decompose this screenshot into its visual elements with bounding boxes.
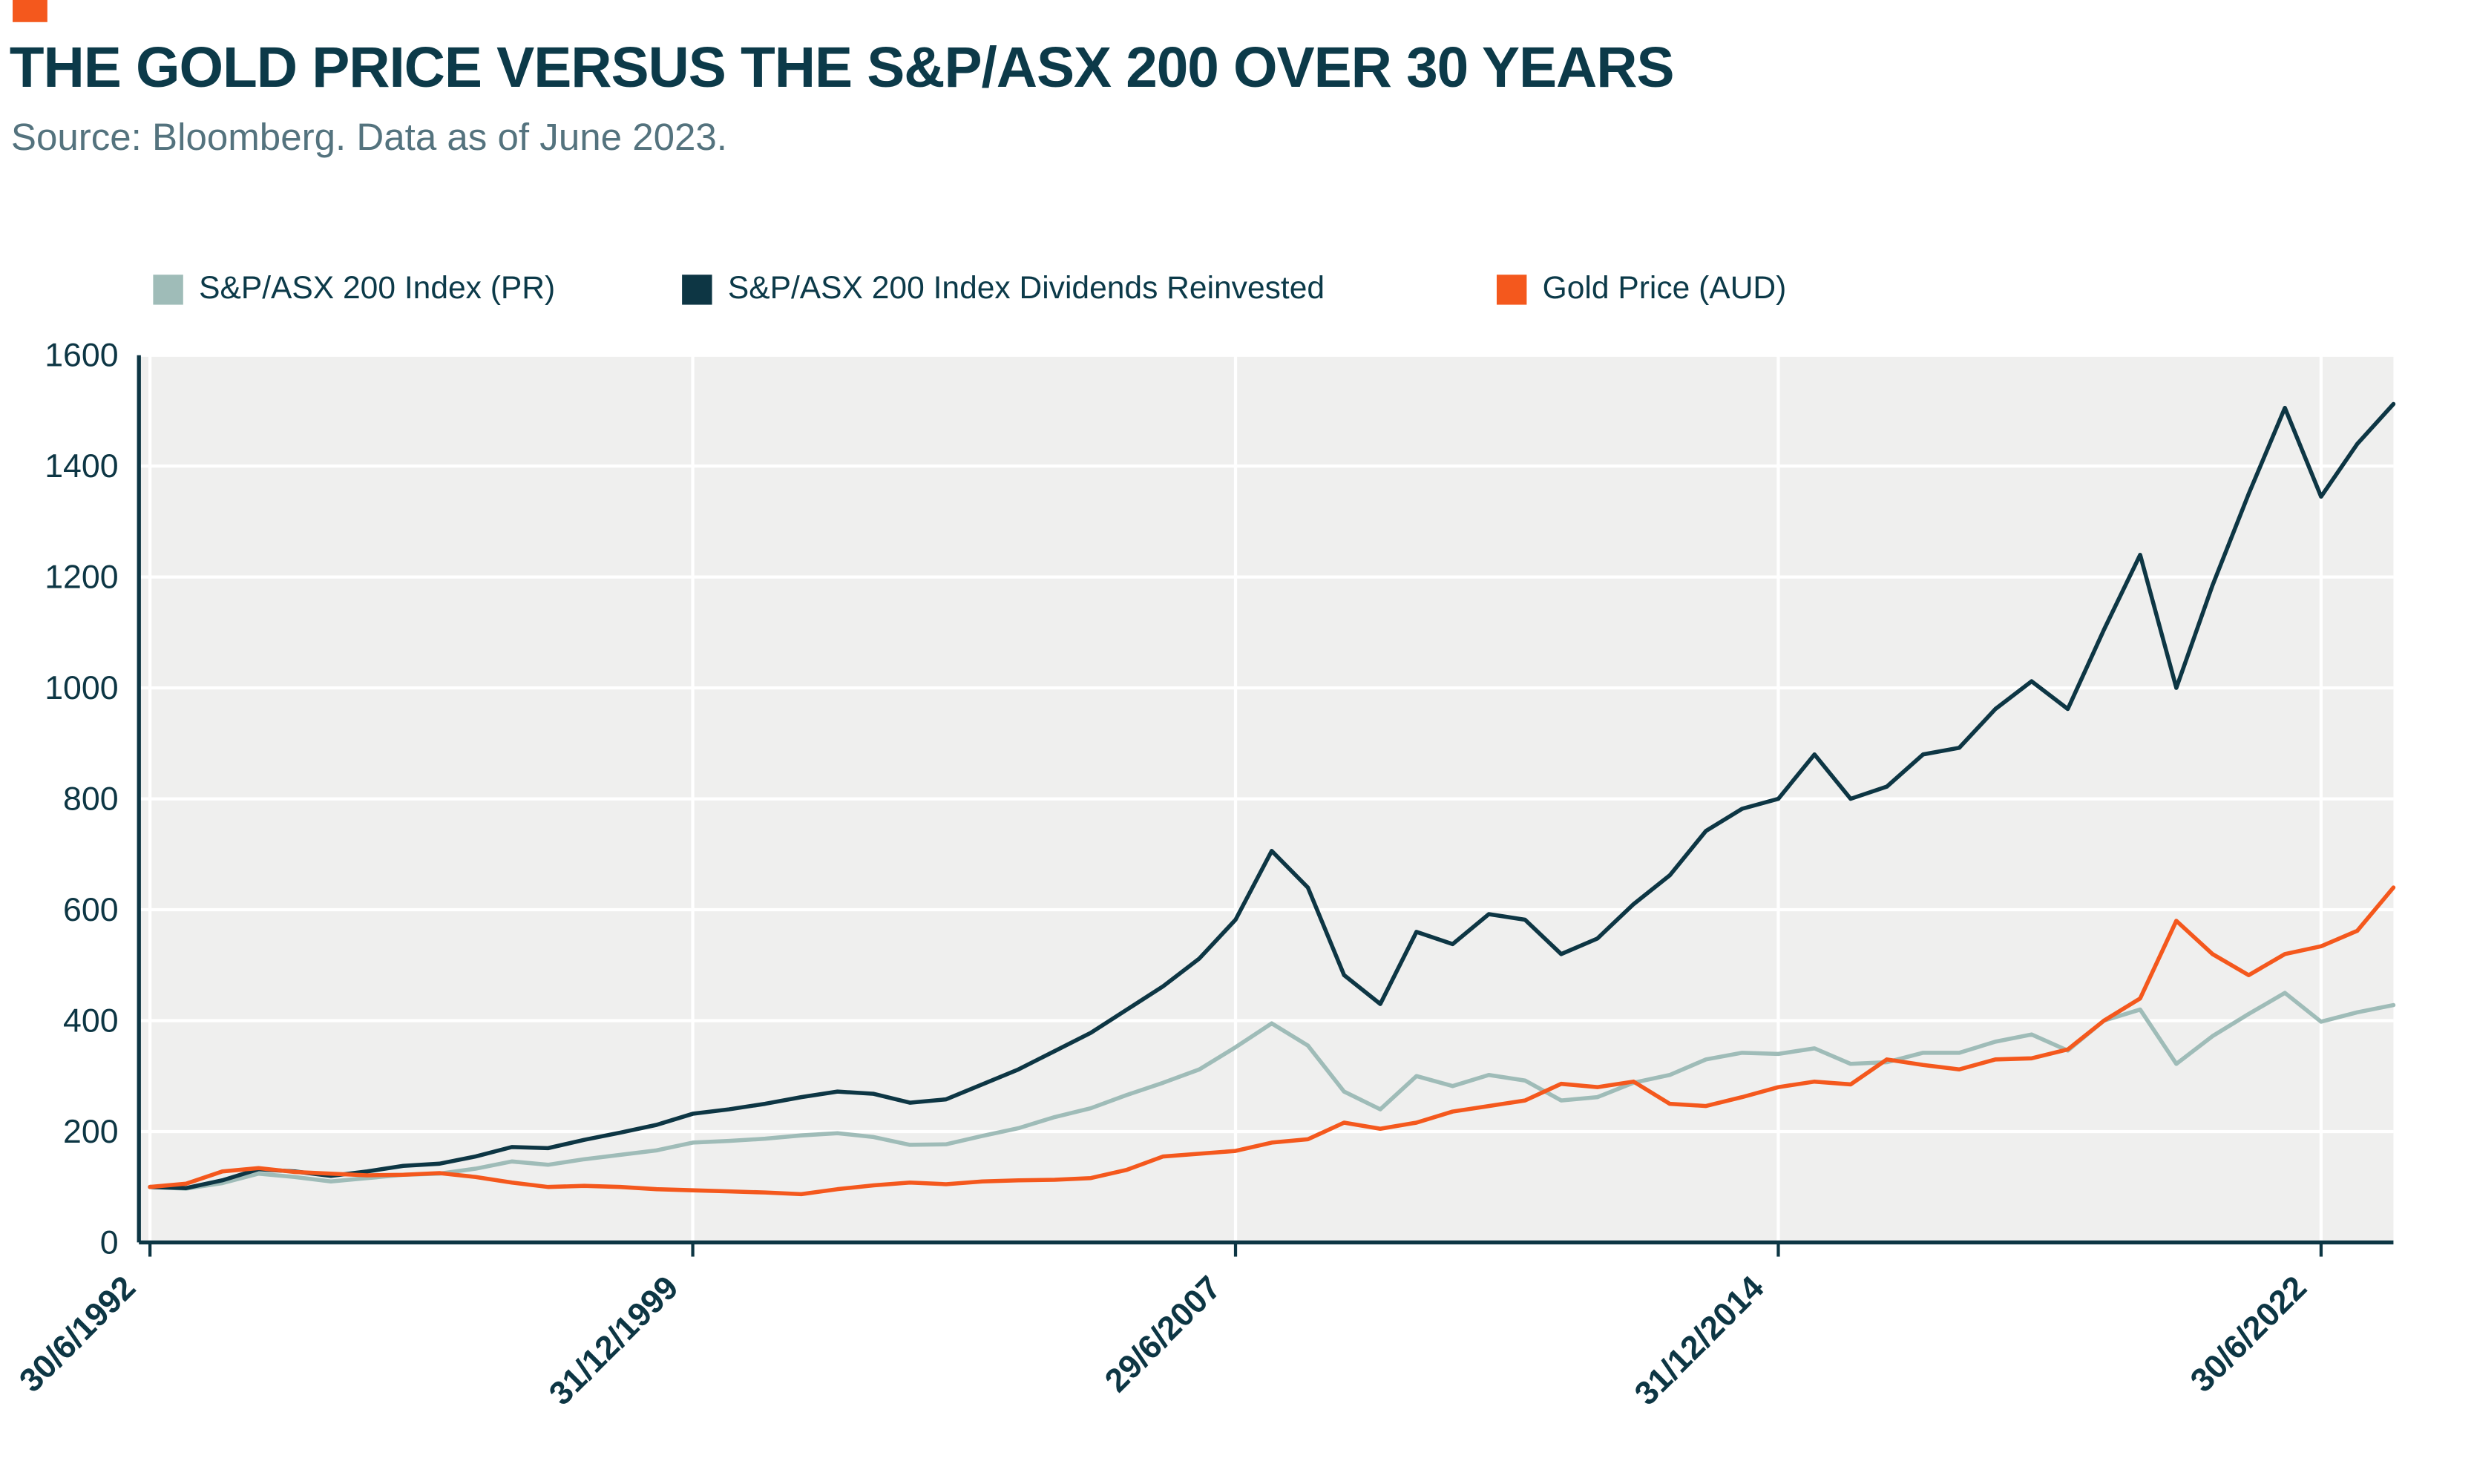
y-tick-label: 1000 [45,670,118,706]
brand-mark [13,0,47,22]
x-tick-label: 31/12/2014 [1628,1270,1771,1413]
y-tick-label: 200 [63,1114,119,1150]
legend-swatch-2 [1496,275,1527,305]
y-tick-label: 1400 [45,448,118,485]
x-tick-label: 30/6/2022 [2184,1270,2314,1399]
legend-label: S&P/ASX 200 Index (PR) [199,271,556,306]
series-line-2 [148,885,2396,1197]
legend-item-pr-index: S&P/ASX 200 Index (PR) [153,272,555,308]
y-tick-label: 800 [63,781,119,817]
legend-swatch-1 [682,275,712,305]
legend-label: S&P/ASX 200 Index Dividends Reinvested [727,271,1325,306]
series-line-1 [148,401,2396,1190]
chart-svg: 0 200 400 600 800 1000 1200 1400 1600 30/6/1992 31… [13,338,2396,1413]
page-title: THE GOLD PRICE VERSUS THE S&P/ASX 200 OV… [9,34,1675,100]
page-subtitle: Source: Bloomberg. Data as of June 2023. [10,116,727,160]
series-line-0 [148,991,2396,1191]
legend-item-gold-price: Gold Price (AUD) [1496,271,1787,308]
y-tick-label: 1200 [45,559,118,596]
legend-swatch-0 [153,275,183,305]
x-tick-label: 29/6/2007 [1098,1270,1228,1399]
y-tick-label: 0 [100,1224,119,1261]
legend-item-dividends-reinvested: S&P/ASX 200 Index Dividends Reinvested [682,272,1325,308]
legend-label: Gold Price (AUD) [1542,271,1787,306]
x-tick-label: 31/12/1999 [542,1270,686,1413]
y-tick-label: 1600 [45,338,118,374]
y-tick-label: 600 [63,892,119,928]
y-tick-label: 400 [63,1002,119,1039]
x-tick-label: 30/6/1992 [13,1270,142,1399]
